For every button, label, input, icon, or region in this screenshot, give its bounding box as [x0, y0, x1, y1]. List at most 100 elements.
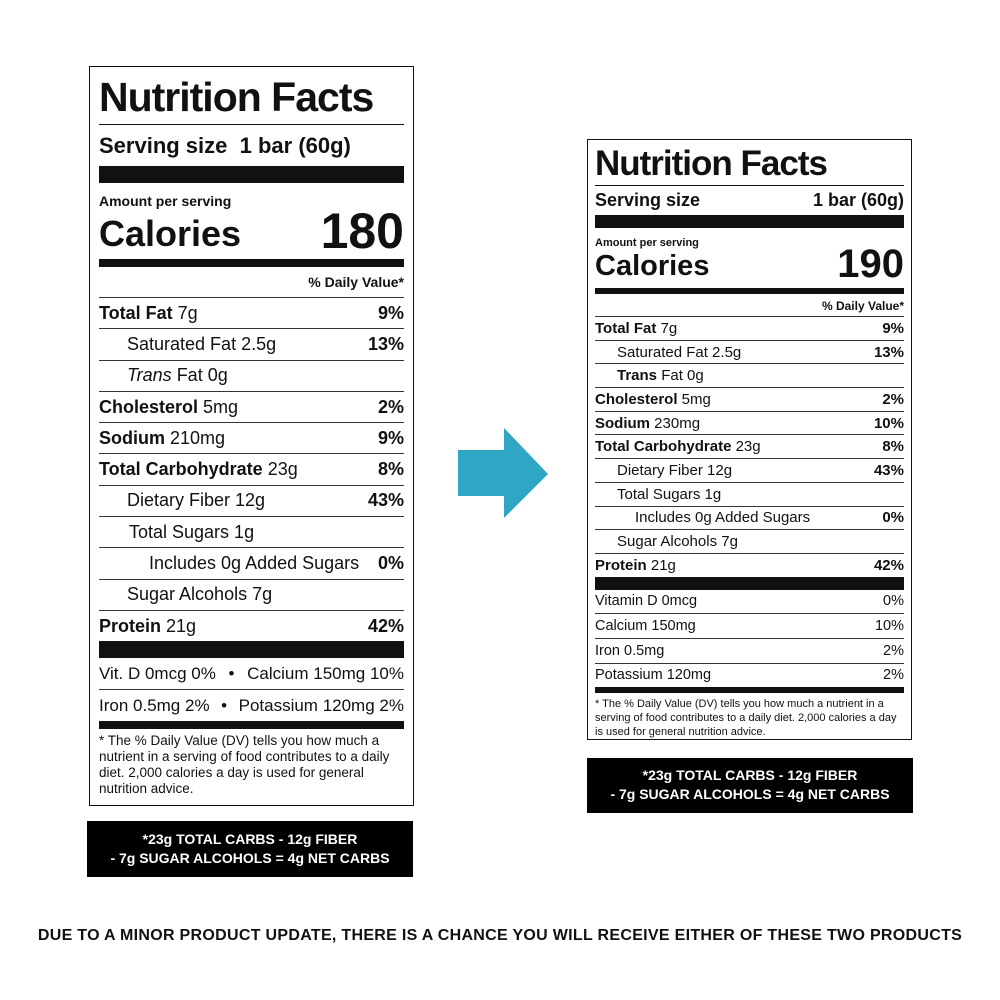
vitamin-right: Calcium 150mg 10%	[247, 663, 404, 683]
serving-label: Serving size	[595, 190, 701, 210]
nutrient-row: Sugar Alcohols 7g	[595, 529, 904, 553]
nutrient-dv: 13%	[873, 343, 904, 361]
nutrient-name: Saturated Fat 2.5g	[617, 343, 742, 361]
nutrient-name-italic: Trans	[127, 365, 172, 386]
nutrient-name-emphasis: Trans	[617, 367, 658, 385]
nutrient-amount: 7g	[656, 319, 678, 337]
vitamin-row: Vit. D 0mcg 0% • Calcium 150mg 10%	[99, 658, 404, 689]
nutrient-name: Total Carbohydrate	[99, 459, 263, 480]
amount-per-serving: Amount per serving	[595, 237, 699, 249]
product-update-notice: DUE TO A MINOR PRODUCT UPDATE, THERE IS …	[37, 927, 963, 944]
daily-value-footnote: * The % Daily Value (DV) tells you how m…	[595, 698, 897, 739]
vitamin-name: Potassium 120mg	[595, 667, 712, 684]
right-arrow-icon	[458, 428, 548, 518]
net-carbs-line2: - 7g SUGAR ALCOHOLS = 4g NET CARBS	[610, 786, 890, 802]
bullet-separator: •	[221, 695, 228, 715]
net-carbs-line1: *23g TOTAL CARBS - 12g FIBER	[142, 831, 358, 847]
nutrient-row: Sugar Alcohols 7g	[99, 578, 404, 610]
nutrient-name: Fat 0g	[171, 365, 228, 386]
nutrient-dv: 42%	[367, 615, 404, 636]
nutrient-dv: 0%	[377, 553, 404, 574]
vitamin-row: Iron 0.5mg 2%	[595, 637, 904, 663]
nutrient-name: Sodium	[99, 427, 165, 448]
nutrient-name: Fat 0g	[657, 367, 704, 385]
nutrient-name: Cholesterol	[595, 390, 678, 408]
nutrient-row: Includes 0g Added Sugars 0%	[595, 505, 904, 530]
nutrient-amount: 5mg	[198, 396, 239, 417]
calories-value: 190	[837, 242, 904, 286]
nutrient-name: Total Fat	[595, 319, 657, 337]
nutrient-amount: 210mg	[165, 427, 226, 448]
vitamin-dv: 2%	[883, 667, 904, 684]
nutrient-row: Includes 0g Added Sugars 0%	[99, 547, 404, 578]
nutrient-amount: 230mg	[650, 414, 701, 432]
net-carbs-line1: *23g TOTAL CARBS - 12g FIBER	[642, 767, 858, 783]
nutrient-row: Protein 21g 42%	[99, 609, 404, 641]
nutrient-amount: 5mg	[677, 390, 711, 408]
vitamin-right: Potassium 120mg 2%	[238, 695, 404, 715]
nutrient-name: Includes 0g Added Sugars	[635, 509, 811, 527]
net-carbs-box-left: *23g TOTAL CARBS - 12g FIBER - 7g SUGAR …	[87, 821, 413, 877]
nutrient-row: Total Fat 7g 9%	[595, 316, 904, 340]
serving-label: Serving size	[99, 133, 228, 158]
vitamin-dv: 0%	[883, 593, 904, 610]
thick-divider	[99, 166, 404, 183]
medium-divider	[99, 259, 404, 267]
nutrient-row: Saturated Fat 2.5g 13%	[595, 339, 904, 364]
nutrient-row: Dietary Fiber 12g 43%	[595, 458, 904, 482]
nutrient-name: Includes 0g Added Sugars	[149, 553, 360, 574]
vitamin-row: Iron 0.5mg 2% • Potassium 120mg 2%	[99, 689, 404, 721]
nutrient-row: Total Sugars 1g	[99, 516, 404, 547]
serving-size: Serving size 1 bar (60g)	[99, 124, 404, 164]
nutrient-amount: 21g	[161, 615, 197, 636]
thick-divider	[99, 641, 404, 659]
nutrient-amount: 7g	[172, 302, 198, 323]
nutrient-name: Sodium	[595, 414, 650, 432]
nutrient-name: Sugar Alcohols 7g	[617, 533, 738, 551]
vitamin-row: Potassium 120mg 2%	[595, 662, 904, 688]
nutrient-row: Sodium 210mg 9%	[99, 422, 404, 453]
nutrient-row: Cholesterol 5mg 2%	[99, 390, 404, 422]
nutrient-dv: 42%	[873, 556, 904, 574]
nutrient-row: Total Fat 7g 9%	[99, 297, 404, 328]
nutrient-row: Dietary Fiber 12g 43%	[99, 484, 404, 516]
vitamin-row: Vitamin D 0mcg 0%	[595, 590, 904, 614]
medium-divider	[595, 288, 904, 294]
nutrient-dv: 2%	[377, 396, 404, 417]
serving-size: Serving size 1 bar (60g)	[595, 185, 904, 215]
nutrient-dv: 9%	[882, 319, 904, 337]
serving-value: 1 bar (60g)	[239, 133, 351, 158]
vitamin-left: Iron 0.5mg 2%	[99, 695, 210, 715]
nutrient-row: Cholesterol 5mg 2%	[595, 387, 904, 411]
nutrient-dv: 8%	[377, 459, 404, 480]
calories-row: Calories 180	[99, 206, 404, 255]
nutrient-name: Total Sugars 1g	[617, 485, 722, 503]
nutrition-label-old: Nutrition Facts Serving size 1 bar (60g)…	[89, 66, 414, 806]
daily-value-footnote: * The % Daily Value (DV) tells you how m…	[99, 733, 390, 797]
daily-value-header: % Daily Value*	[308, 274, 404, 290]
vitamin-row: Calcium 150mg 10%	[595, 613, 904, 638]
nutrient-name: Dietary Fiber 12g	[127, 490, 266, 511]
vitamin-dv: 10%	[874, 618, 904, 635]
bullet-separator: •	[228, 663, 235, 683]
nutrient-name: Total Carbohydrate	[595, 438, 732, 456]
daily-value-header: % Daily Value*	[821, 299, 904, 313]
nutrient-row: Trans Fat 0g	[595, 363, 904, 387]
nutrient-row: Total Sugars 1g	[595, 481, 904, 506]
nutrient-dv: 0%	[882, 509, 904, 527]
nutrient-name: Protein	[99, 615, 162, 636]
vitamin-name: Vitamin D 0mcg	[595, 593, 698, 610]
vitamin-dv: 2%	[883, 642, 904, 659]
vitamin-name: Calcium 150mg	[595, 618, 696, 635]
nutrient-dv: 8%	[882, 438, 904, 456]
nutrition-label-new: Nutrition Facts Serving size 1 bar (60g)…	[587, 139, 912, 740]
nutrient-name: Dietary Fiber 12g	[617, 461, 733, 479]
nutrient-name: Total Fat	[99, 302, 173, 323]
net-carbs-box-right: *23g TOTAL CARBS - 12g FIBER - 7g SUGAR …	[587, 758, 913, 813]
nutrient-amount: 21g	[646, 556, 676, 574]
nutrient-dv: 9%	[377, 427, 404, 448]
label-title: Nutrition Facts	[595, 144, 828, 183]
nutrient-dv: 2%	[882, 390, 904, 408]
nutrient-name: Saturated Fat 2.5g	[127, 333, 277, 354]
nutrient-name: Total Sugars 1g	[129, 521, 255, 542]
